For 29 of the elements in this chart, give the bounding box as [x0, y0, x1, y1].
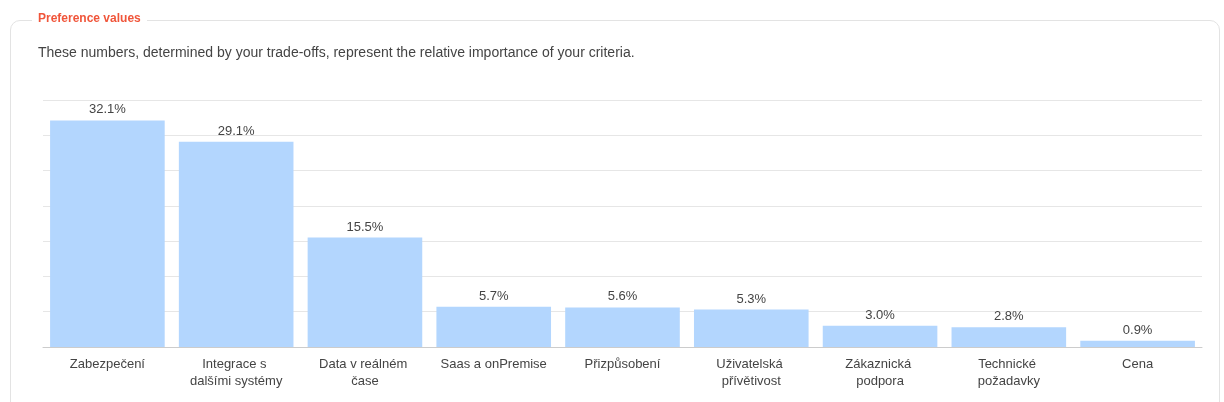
bar	[822, 325, 938, 347]
data-label: 2.8%	[994, 308, 1025, 324]
x-tick-label: Zákaznická podpora	[845, 356, 915, 388]
chart-subtitle: These numbers, determined by your trade-offs, represent the relative importance of your criteria.	[38, 44, 635, 60]
chart-title: Preference values	[32, 11, 147, 25]
x-tick-label: Zabezpečení	[69, 356, 146, 371]
bar	[178, 141, 294, 347]
bar	[1080, 340, 1195, 347]
bar	[693, 309, 809, 347]
x-tick-label: Saas a onPremise	[440, 356, 547, 371]
x-tick-label: Cena	[1122, 356, 1154, 371]
bar	[565, 307, 680, 347]
data-label: 15.5%	[346, 218, 384, 234]
bar	[951, 327, 1067, 347]
x-tick-label: Integrace s dalšími systémy	[189, 356, 283, 388]
x-tick-label: Technické požadavky	[977, 356, 1041, 388]
data-label: 5.7%	[478, 287, 509, 303]
x-tick-label: Přizpůsobení	[584, 356, 661, 371]
data-label: 29.1%	[217, 122, 256, 138]
data-label: 0.9%	[1122, 321, 1153, 337]
data-label: 32.1%	[88, 101, 127, 117]
data-label: 5.6%	[607, 288, 638, 304]
data-label: 5.3%	[736, 290, 767, 306]
data-label: 3.0%	[865, 306, 896, 322]
x-tick-label: Uživatelská přívětivost	[716, 356, 787, 388]
bar	[307, 237, 423, 347]
x-tick-label: Data v reálném čase	[319, 356, 411, 388]
bar	[436, 306, 552, 347]
bar	[50, 120, 165, 347]
